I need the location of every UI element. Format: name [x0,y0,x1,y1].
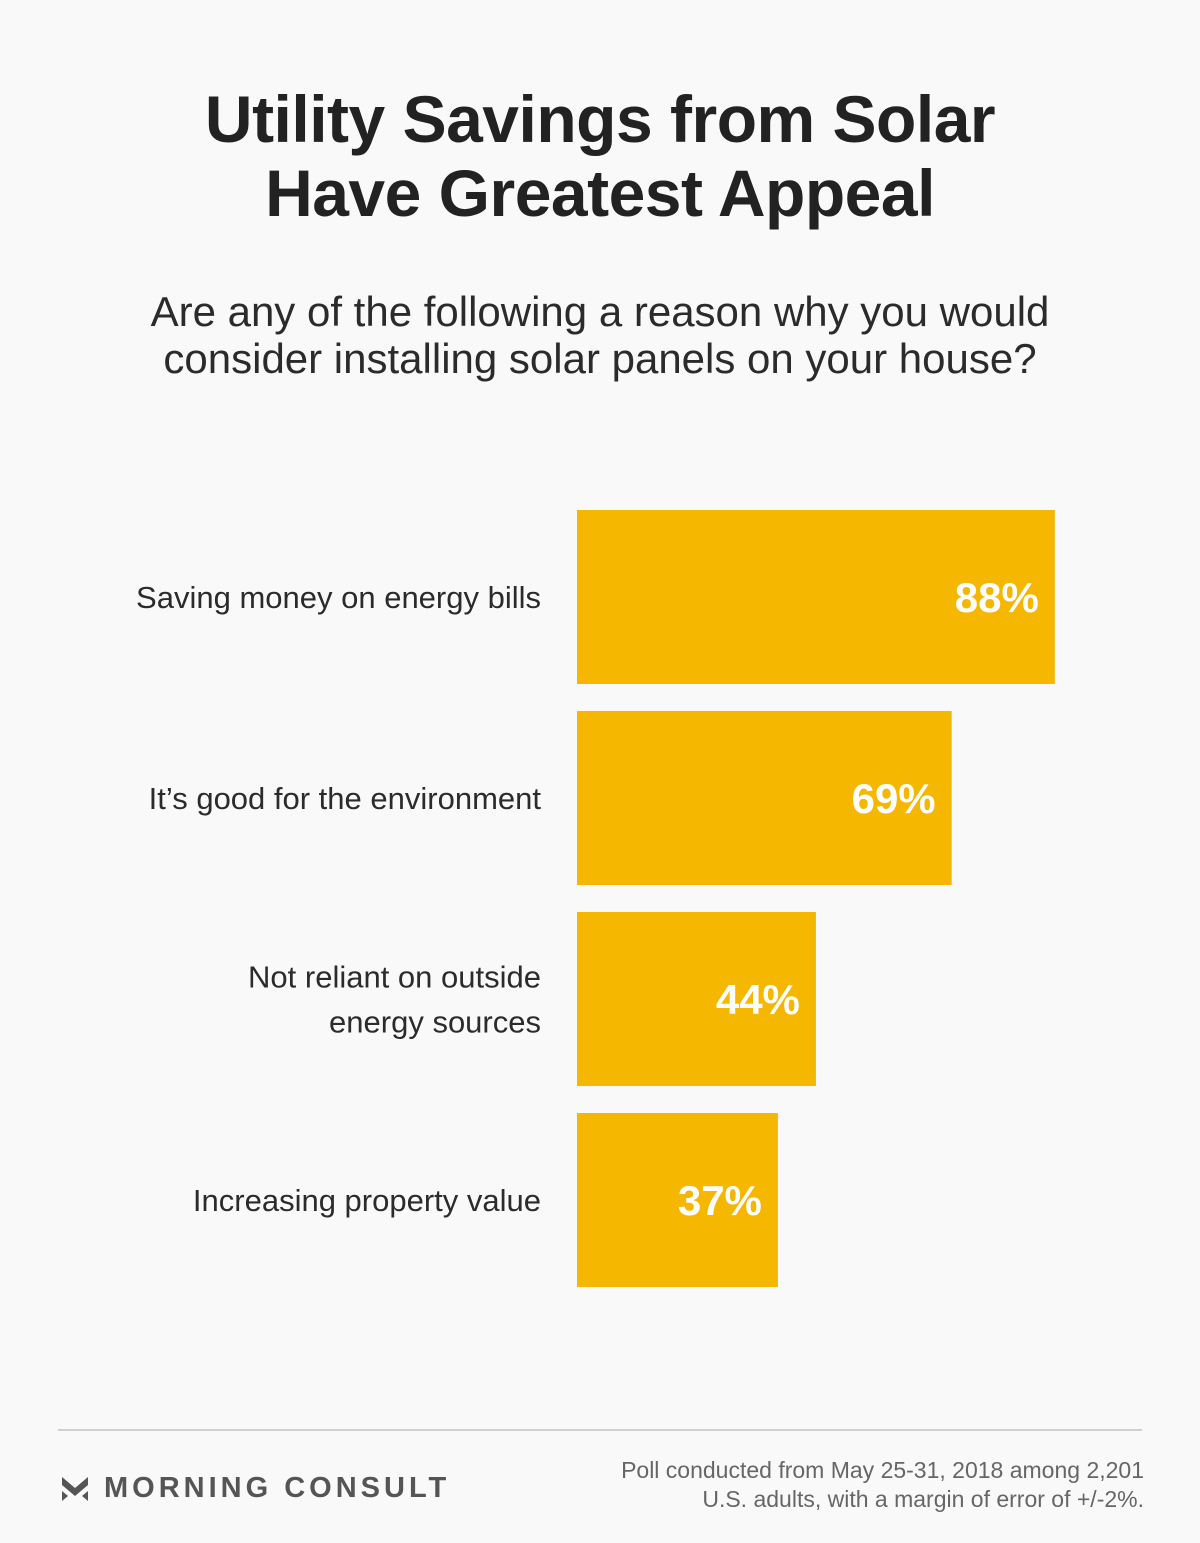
category-label-1: Saving money on energy bills [136,580,541,615]
morning-consult-logo-icon [62,1477,88,1501]
category-label-2: It’s good for the environment [149,781,542,816]
bar-value-label-3: 44% [716,976,800,1023]
chart-title-line-1: Utility Savings from Solar [204,82,996,156]
bar-3 [577,912,816,1086]
bar-2 [577,711,952,885]
bar-value-label-1: 88% [955,574,1039,621]
footnote: Poll conducted from May 25-31, 2018 amon… [524,1456,1144,1514]
brand: MORNING CONSULT [60,1470,450,1506]
footnote-line-1: Poll conducted from May 25-31, 2018 amon… [621,1457,1144,1483]
bar-chart: 88% Saving money on energy bills 69% It’s g… [136,510,1055,1287]
chart-subtitle: Are any of the following a reason why yo… [0,288,1200,382]
category-label-4: Increasing property value [193,1183,541,1218]
chart-title: Utility Savings from Solar Have Greatest… [0,82,1200,230]
brand-name: MORNING CONSULT [104,1471,451,1504]
bar-4 [577,1113,778,1287]
chart-subtitle-line-2: consider installing solar panels on your… [163,335,1037,382]
bar-1 [577,510,1055,684]
bar-value-label-2: 69% [852,775,936,822]
category-label-3: Not reliant on outside energy sources [248,960,541,1040]
footnote-line-2: U.S. adults, with a margin of error of +… [702,1486,1144,1512]
chart-subtitle-line-1: Are any of the following a reason why yo… [150,288,1050,335]
bar-value-label-4: 37% [678,1177,762,1224]
chart-title-line-2: Have Greatest Appeal [265,156,935,230]
footer-divider [58,1429,1142,1431]
